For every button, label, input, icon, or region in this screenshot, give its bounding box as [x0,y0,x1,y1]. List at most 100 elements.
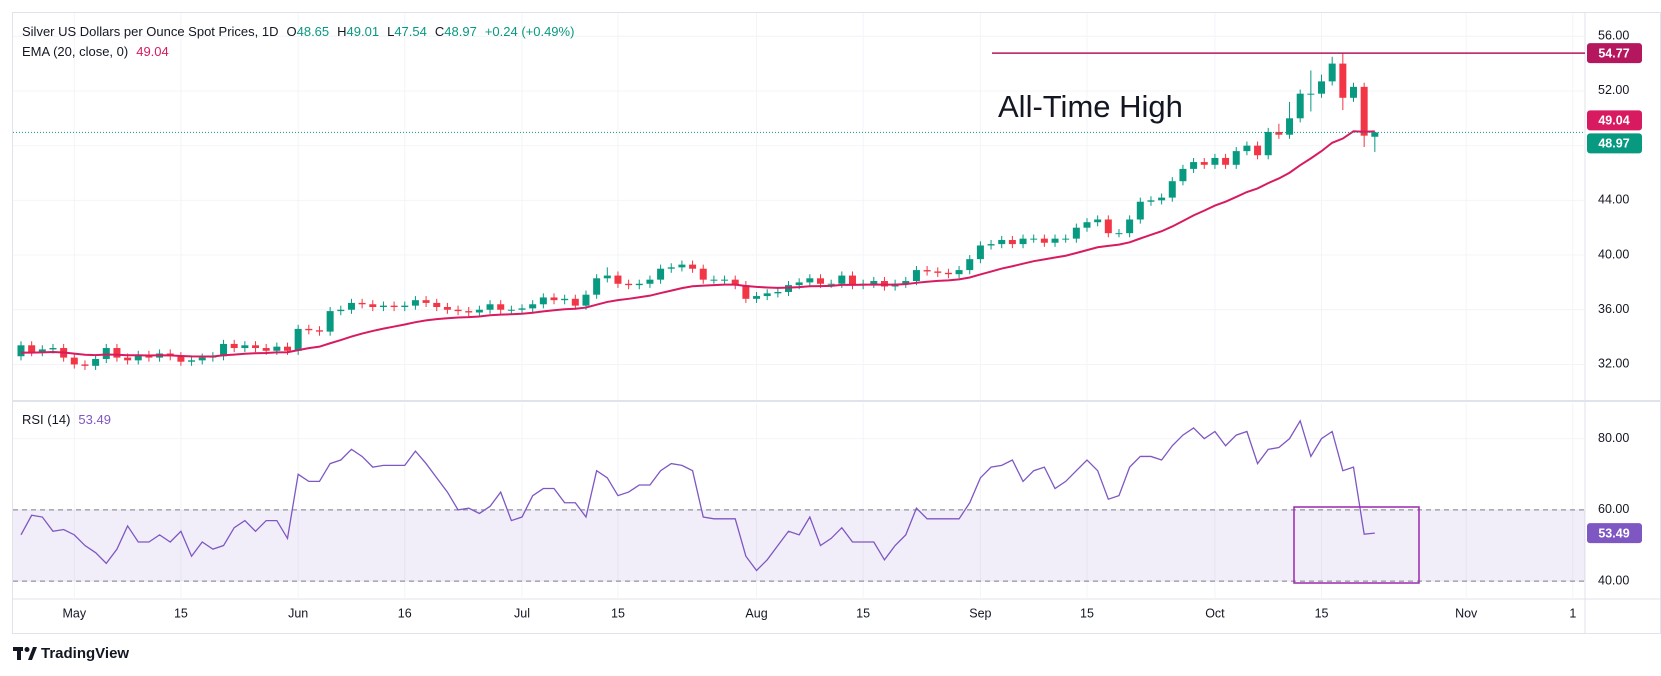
brand: TradingView [41,645,129,662]
candle-body [1083,222,1091,228]
y-tick-label: 32.00 [1598,357,1629,371]
candle-body [1115,233,1123,235]
candle-body [230,343,238,349]
candle-body [795,282,803,286]
candle-body [1051,238,1059,243]
candle-body [912,270,920,282]
candle-body [870,281,878,284]
rsi-badge [1587,523,1642,544]
candle-body [1264,131,1272,156]
y-tick-label: 44.00 [1598,193,1629,207]
price-badge-label: 49.04 [1598,114,1629,128]
candle-body [49,348,57,350]
ema-line [21,130,1375,358]
candle-body [827,283,835,285]
candle-body [1200,162,1208,165]
candle-body [358,302,366,305]
logo [13,647,37,660]
candle-body [390,305,398,308]
candle-body [987,244,995,246]
rsi-band [13,509,1585,582]
legend-value: 53.49 [78,412,111,427]
candle-body [1243,145,1251,152]
candle-body [923,270,931,272]
y-tick-label: 36.00 [1598,302,1629,316]
logo-part [28,647,37,660]
candle-body [1254,145,1262,156]
candle-body [38,349,46,353]
candle-body [411,300,419,306]
candle-body [486,304,494,310]
x-tick-label: May [62,606,86,620]
legend-main: Silver US Dollars per Ounce Spot Prices,… [22,24,574,39]
x-tick-label: 15 [174,606,188,620]
candle-body [305,328,313,331]
candle-body [379,305,387,308]
candle-body [635,283,643,286]
plot-layer: May 15 Jun 16 Jul 15 Aug 15 Sep 15 Oct 15 Nov 1 32.00 3… [13,13,1642,620]
candle-body [252,345,260,349]
candle-body [1350,86,1357,98]
legend-entry: EMA (20, close, 0) [22,44,128,59]
candle-body [198,357,206,361]
y-tick-label: 40.00 [1598,573,1629,587]
candle-body [603,275,611,279]
candle-body [1030,238,1038,240]
candle-body [134,354,142,361]
ohlc-value: 47.54 [394,24,427,39]
y-tick-label: 56.00 [1598,29,1629,43]
candle-body [1339,63,1347,98]
candle-body [625,283,633,286]
candle-body [966,259,974,271]
candle-body [838,275,846,284]
candle-body [721,279,729,281]
candle-body [550,297,558,301]
price-badge-label: 48.97 [1598,137,1629,151]
y-tick-label: 80.00 [1598,431,1629,445]
candle-body [401,305,409,308]
price-badge [1587,110,1642,131]
candle-body [667,267,675,269]
candle-body [1072,227,1080,239]
rsi-line [20,419,1375,572]
candle-body [1190,162,1198,169]
candle-body [1040,238,1048,243]
candle-body [678,264,686,268]
x-tick-label: 15 [1315,606,1329,620]
candle-body [976,245,984,260]
highlight-box [1293,506,1420,584]
candle-body [443,307,451,310]
candle-body [70,357,78,365]
candle-body [614,275,622,284]
x-tick-label: Sep [969,606,991,620]
candle-body [1286,118,1294,135]
candle-body [731,279,739,286]
candle-body [497,304,505,310]
candle-body [1179,168,1187,182]
candle-body [507,309,515,311]
candle-body [17,345,25,357]
x-tick-label: 15 [611,606,625,620]
candle-body [1094,219,1102,223]
candle-body [1307,93,1315,95]
candle-body [1158,197,1166,201]
candle-body [742,285,750,299]
candle-body [1104,219,1112,234]
candle-body [710,279,718,281]
candle-body [1147,200,1155,202]
candle-body [902,281,910,284]
candle-body [1275,131,1283,135]
candle-body [593,278,601,295]
candle-body [582,294,590,306]
candle-body [1328,63,1336,82]
candle-body [422,300,430,303]
candle-body [998,240,1006,245]
candle-body [337,309,345,312]
candle-body [262,348,270,351]
candle-body [369,304,377,308]
candle-body [454,309,462,312]
price-badge [1587,133,1642,154]
